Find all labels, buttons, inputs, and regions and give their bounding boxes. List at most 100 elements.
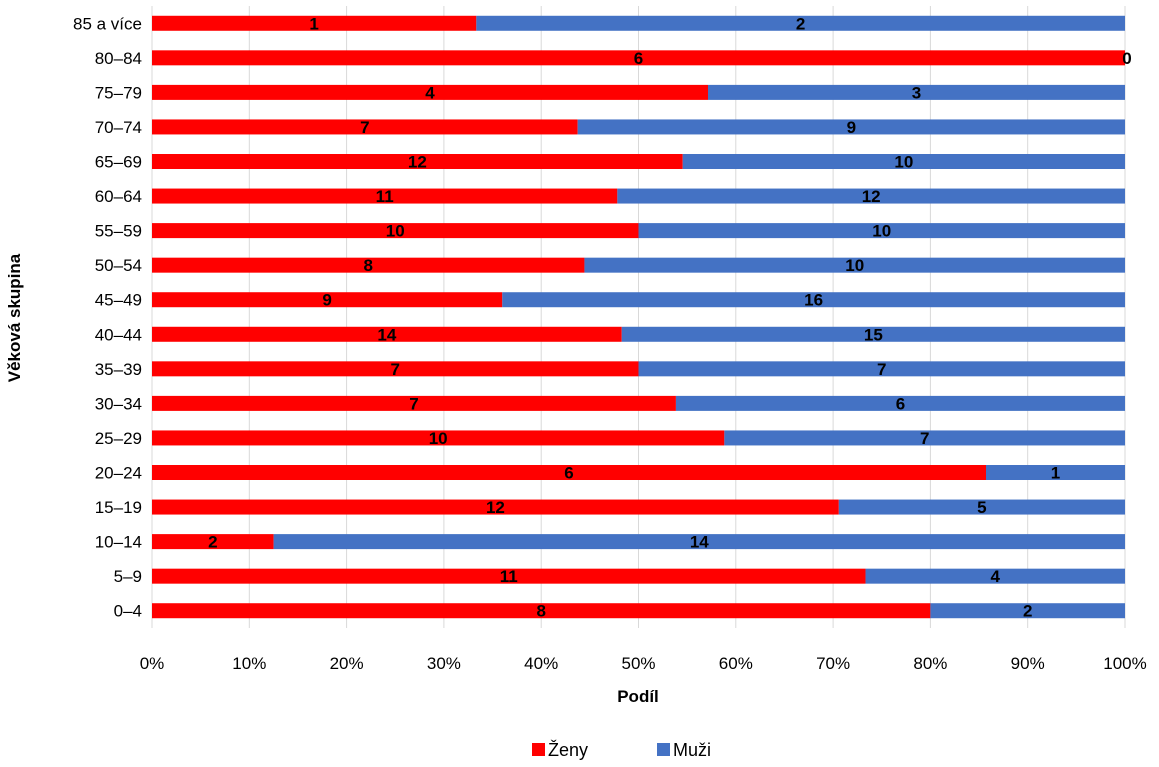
x-tick-label: 10% bbox=[232, 654, 266, 673]
data-label: 15 bbox=[864, 325, 883, 344]
data-label: 10 bbox=[845, 256, 864, 275]
bar-segment bbox=[152, 395, 676, 411]
data-label: 14 bbox=[690, 533, 709, 552]
bar-segment bbox=[617, 188, 1125, 204]
data-label: 4 bbox=[991, 567, 1001, 586]
data-label: 8 bbox=[363, 256, 372, 275]
bar-segment bbox=[152, 326, 622, 342]
x-tick-label: 60% bbox=[719, 654, 753, 673]
bar-segment bbox=[577, 119, 1125, 135]
bar-segment bbox=[621, 326, 1125, 342]
x-tick-labels: 0% 10% 20% 30% 40% 50% 60% 70% 80% 90% 100% bbox=[140, 654, 1147, 673]
bar-segment bbox=[682, 154, 1125, 169]
category-label: 35–39 bbox=[95, 360, 142, 379]
x-tick-label: 80% bbox=[913, 654, 947, 673]
data-label: 1 bbox=[1051, 464, 1060, 483]
bar-segment bbox=[152, 119, 578, 135]
data-label: 16 bbox=[804, 291, 823, 310]
x-tick-label: 50% bbox=[621, 654, 655, 673]
x-tick-label: 40% bbox=[524, 654, 558, 673]
category-label: 45–49 bbox=[95, 291, 142, 310]
bar-segment bbox=[152, 568, 866, 584]
data-label: 7 bbox=[360, 118, 369, 137]
bar-segment bbox=[930, 603, 1125, 619]
bar-segment bbox=[152, 154, 683, 169]
data-label: 10 bbox=[872, 222, 891, 241]
bar-segment bbox=[152, 292, 503, 308]
legend-label: Ženy bbox=[548, 740, 588, 760]
bar-segment bbox=[152, 534, 274, 550]
bar-segment bbox=[638, 223, 1125, 239]
data-label: 10 bbox=[386, 222, 405, 241]
bar-segment bbox=[152, 603, 931, 619]
y-axis-title: Věková skupina bbox=[5, 253, 24, 382]
category-label: 85 a více bbox=[73, 14, 142, 33]
data-label: 6 bbox=[634, 49, 643, 68]
bar-segment bbox=[273, 534, 1125, 550]
data-label: 5 bbox=[977, 498, 986, 517]
data-label: 9 bbox=[847, 118, 856, 137]
data-label: 7 bbox=[391, 360, 400, 379]
bar-segment bbox=[152, 15, 477, 31]
legend: Ženy Muži bbox=[532, 740, 711, 760]
data-label: 6 bbox=[564, 464, 573, 483]
category-label: 10–14 bbox=[95, 533, 142, 552]
bar-segment bbox=[152, 223, 639, 239]
data-label: 11 bbox=[500, 567, 518, 586]
category-label: 50–54 bbox=[95, 256, 142, 275]
category-label: 60–64 bbox=[95, 187, 142, 206]
data-label: 7 bbox=[409, 394, 418, 413]
x-tick-label: 90% bbox=[1011, 654, 1045, 673]
bar-segment bbox=[476, 15, 1125, 31]
category-label: 15–19 bbox=[95, 498, 142, 517]
data-label: 1 bbox=[309, 14, 318, 33]
category-label: 30–34 bbox=[95, 394, 142, 413]
bars bbox=[152, 15, 1125, 619]
x-axis-title: Podíl bbox=[617, 687, 659, 706]
data-label: 6 bbox=[896, 394, 905, 413]
bar-segment bbox=[708, 84, 1125, 100]
category-labels: 85 a více 80–84 75–79 70–74 65–69 60–64 55–59 5… bbox=[73, 14, 142, 620]
x-tick-label: 30% bbox=[427, 654, 461, 673]
legend-swatch bbox=[532, 743, 545, 756]
x-tick-label: 70% bbox=[816, 654, 850, 673]
bar-segment bbox=[152, 361, 639, 377]
data-label: 10 bbox=[429, 429, 448, 448]
data-label: 10 bbox=[894, 153, 913, 172]
data-label: 0 bbox=[1122, 49, 1131, 68]
grid-lines bbox=[151, 6, 1126, 628]
bar-segment bbox=[724, 430, 1125, 446]
bar-segment bbox=[152, 465, 986, 480]
data-label: 4 bbox=[425, 83, 435, 102]
data-label: 8 bbox=[536, 602, 545, 621]
bar-segment bbox=[152, 188, 618, 204]
bar-segment bbox=[986, 465, 1125, 480]
data-label: 12 bbox=[862, 187, 881, 206]
data-label: 2 bbox=[1023, 602, 1032, 621]
x-tick-label: 0% bbox=[140, 654, 165, 673]
category-label: 40–44 bbox=[95, 325, 142, 344]
data-label: 14 bbox=[377, 325, 396, 344]
bar-segment bbox=[152, 430, 725, 446]
bar-segment bbox=[865, 568, 1125, 584]
data-label: 2 bbox=[208, 533, 217, 552]
category-label: 55–59 bbox=[95, 222, 142, 241]
bar-segment bbox=[152, 84, 708, 100]
data-label: 2 bbox=[796, 14, 805, 33]
bar-segment bbox=[584, 257, 1125, 273]
category-label: 0–4 bbox=[114, 602, 142, 621]
data-label: 12 bbox=[486, 498, 505, 517]
x-tick-label: 100% bbox=[1103, 654, 1146, 673]
data-label: 9 bbox=[322, 291, 331, 310]
category-label: 65–69 bbox=[95, 153, 142, 172]
data-label: 3 bbox=[912, 83, 921, 102]
legend-swatch bbox=[657, 743, 670, 756]
data-label: 7 bbox=[877, 360, 886, 379]
category-label: 5–9 bbox=[114, 567, 142, 586]
bar-segment bbox=[152, 499, 839, 515]
x-tick-label: 20% bbox=[330, 654, 364, 673]
data-label: 7 bbox=[920, 429, 929, 448]
data-label: 11 bbox=[376, 187, 394, 206]
category-label: 70–74 bbox=[95, 118, 142, 137]
